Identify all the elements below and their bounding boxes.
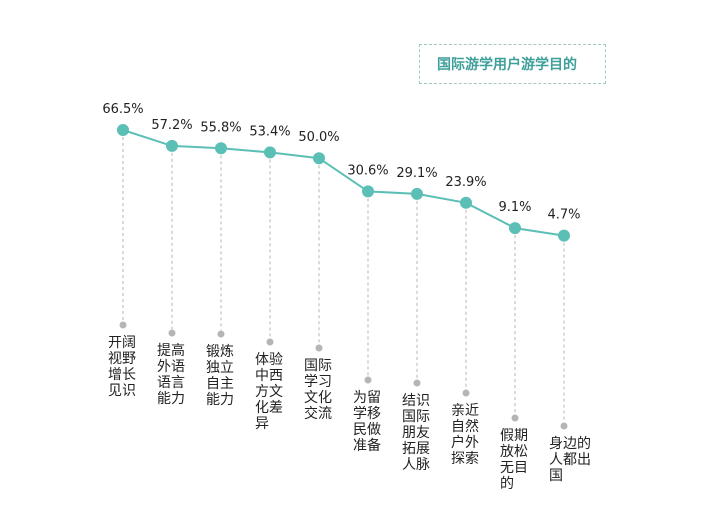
guide-end-dot (168, 329, 176, 337)
category-label: 国际学习文化交流 (304, 358, 332, 422)
guide-end-dot (266, 338, 274, 346)
category-label: 开阔视野增长见识 (108, 335, 136, 399)
data-point (460, 196, 472, 209)
category-label: 为留学移民做准备 (353, 390, 381, 454)
guide-end-dot (560, 422, 568, 430)
category-label: 结识国际朋友拓展人脉 (402, 393, 430, 473)
value-label: 23.9% (445, 175, 486, 190)
data-point (264, 146, 276, 159)
chart-title: 国际游学用户游学目的 (437, 57, 577, 73)
guide-end-dot (315, 344, 323, 352)
category-label: 身边的人都出国 (549, 436, 591, 484)
data-point (117, 124, 129, 136)
value-label: 4.7% (547, 208, 580, 223)
guide-end-dot (511, 414, 519, 422)
category-label: 亲近自然户外探索 (451, 403, 479, 467)
data-point (166, 139, 178, 152)
guide-end-dot (364, 376, 372, 384)
category-label: 体验中西方文化差异 (255, 352, 283, 432)
value-label: 55.8% (200, 120, 241, 135)
category-label: 提高外语语言能力 (157, 343, 185, 407)
data-point (362, 185, 374, 198)
data-point (411, 187, 423, 200)
chart-title-box (419, 44, 606, 84)
value-label: 30.6% (347, 163, 388, 178)
value-label: 50.0% (298, 130, 339, 145)
value-label: 9.1% (498, 200, 531, 215)
guide-end-dot (462, 389, 470, 397)
category-label: 锻炼独立自主能力 (206, 344, 234, 408)
category-label: 假期放松无目的 (500, 428, 528, 492)
value-label: 53.4% (249, 124, 290, 139)
series-line (122, 129, 565, 237)
value-label: 66.5% (102, 102, 143, 117)
guide-end-dot (217, 330, 225, 338)
data-point (215, 142, 227, 155)
value-label: 29.1% (396, 166, 437, 181)
guide-end-dot (119, 321, 127, 329)
data-point (313, 152, 325, 165)
data-point (509, 222, 521, 235)
data-point (558, 229, 570, 242)
guide-end-dot (413, 379, 421, 387)
value-label: 57.2% (151, 118, 192, 133)
